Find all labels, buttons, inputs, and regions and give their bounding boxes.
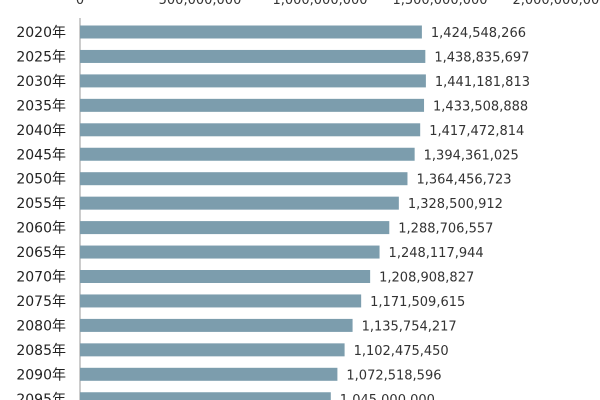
bar xyxy=(80,123,421,137)
category-labels: 2020年 2025年 2030年 2035年 2040年 2045年 2050年 2055年… xyxy=(16,25,66,400)
category-label: 2070年 xyxy=(16,270,66,286)
data-label: 1,208,908,827 xyxy=(379,271,474,286)
bar xyxy=(80,25,422,39)
data-label: 1,441,181,813 xyxy=(435,75,530,90)
x-tick-label: 1,500,000,000 xyxy=(392,0,487,8)
data-label: 1,045,000,000 xyxy=(340,393,435,400)
data-label: 1,288,706,557 xyxy=(398,222,493,237)
category-label: 2075年 xyxy=(16,294,66,310)
x-tick-label: 500,000,000 xyxy=(159,0,242,8)
bar xyxy=(80,392,331,400)
category-label: 2090年 xyxy=(16,367,66,383)
data-label: 1,171,509,615 xyxy=(370,295,465,310)
category-label: 2095年 xyxy=(16,392,66,400)
x-tick-label: 2,000,000,000 xyxy=(512,0,600,8)
category-label: 2025年 xyxy=(16,49,66,65)
category-label: 2040年 xyxy=(16,123,66,139)
x-tick-label: 1,000,000,000 xyxy=(272,0,367,8)
data-label: 1,394,361,025 xyxy=(424,148,519,163)
bar xyxy=(80,74,426,88)
bar xyxy=(80,343,345,357)
data-label: 1,424,548,266 xyxy=(431,26,526,41)
category-label: 2035年 xyxy=(16,98,66,114)
category-label: 2050年 xyxy=(16,172,66,188)
category-label: 2020年 xyxy=(16,25,66,41)
data-label: 1,072,518,596 xyxy=(346,368,441,383)
bar xyxy=(80,98,425,112)
data-label: 1,433,508,888 xyxy=(433,99,528,114)
bar xyxy=(80,172,408,186)
category-label: 2060年 xyxy=(16,221,66,237)
data-label: 1,417,472,814 xyxy=(429,124,524,139)
category-label: 2045年 xyxy=(16,147,66,163)
category-label: 2030年 xyxy=(16,74,66,90)
data-label: 1,135,754,217 xyxy=(362,319,457,334)
data-label: 1,248,117,944 xyxy=(389,246,484,261)
category-label: 2065年 xyxy=(16,245,66,261)
category-label: 2055年 xyxy=(16,196,66,212)
bars xyxy=(80,25,426,400)
bar xyxy=(80,221,390,235)
x-axis-ticks: 0 500,000,000 1,000,000,000 1,500,000,000 2,… xyxy=(76,0,600,8)
x-tick-label: 0 xyxy=(76,0,84,8)
data-label: 1,438,835,697 xyxy=(434,50,529,65)
data-label: 1,364,456,723 xyxy=(416,173,511,188)
bar xyxy=(80,270,371,283)
data-labels: 1,424,548,266 1,438,835,697 1,441,181,813 1… xyxy=(340,26,530,400)
bar xyxy=(80,147,415,161)
bar xyxy=(80,49,426,63)
data-label: 1,102,475,450 xyxy=(354,344,449,359)
bar xyxy=(80,318,353,332)
bar xyxy=(80,245,380,259)
bar xyxy=(80,294,362,308)
category-label: 2080年 xyxy=(16,318,66,334)
bar xyxy=(80,196,399,210)
category-label: 2085年 xyxy=(16,343,66,359)
bar xyxy=(80,367,338,381)
data-label: 1,328,500,912 xyxy=(408,197,503,212)
